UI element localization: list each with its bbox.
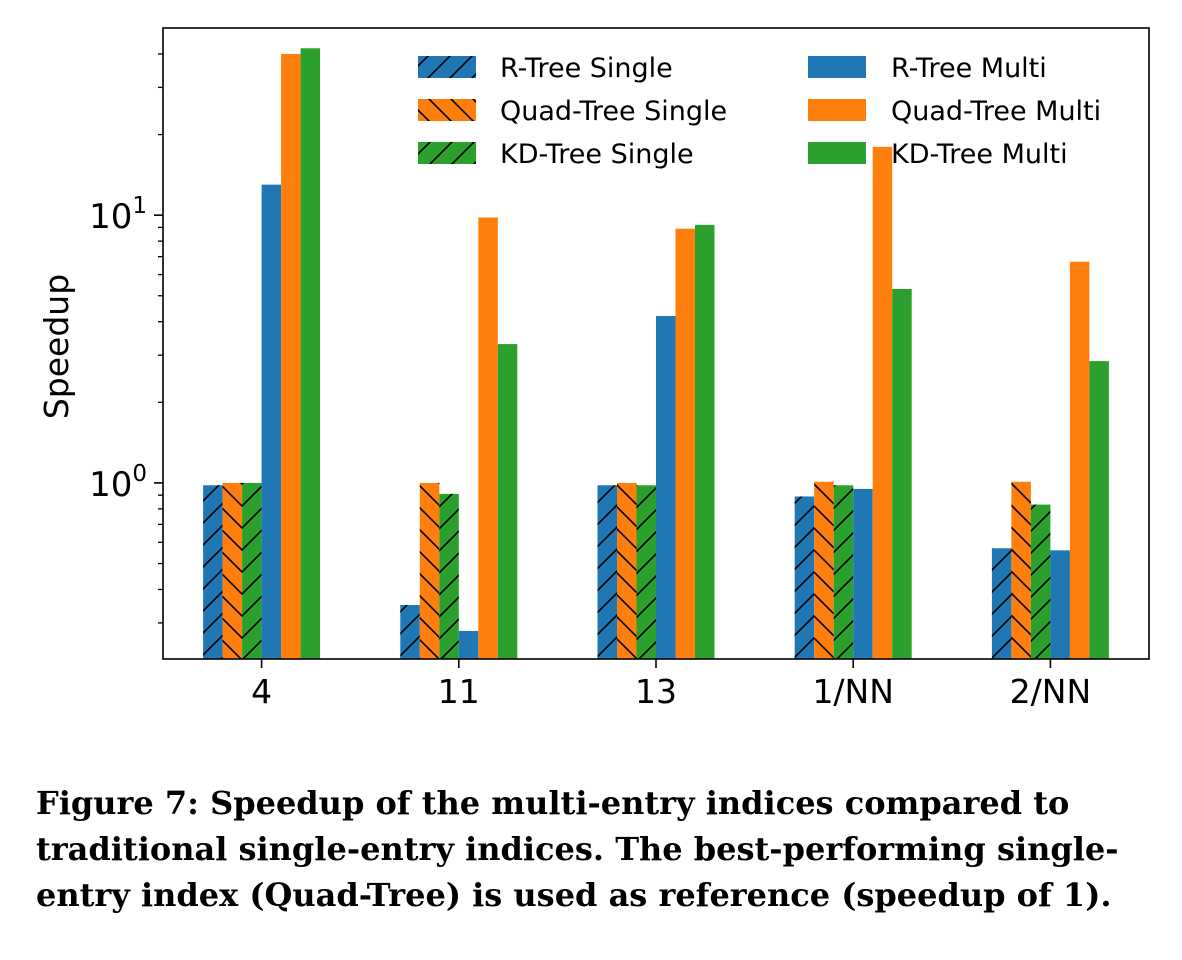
bar-kd-tree-multi-11 bbox=[497, 344, 518, 659]
bar-kd-tree-single-13 bbox=[636, 485, 656, 659]
x-tick-label-2-nn: 2/NN bbox=[1010, 672, 1092, 711]
speedup-bar-chart: 101 100 4 11 13 1/NN 2/NN Speedup R-Tree Single… bbox=[37, 27, 1150, 711]
bar-r-tree-multi-11 bbox=[458, 630, 479, 659]
bar-kd-tree-single-2-nn bbox=[1030, 504, 1051, 659]
x-tick-label-4: 4 bbox=[251, 672, 272, 711]
bar-r-tree-multi-4 bbox=[261, 184, 282, 659]
legend-label: Quad-Tree Multi bbox=[891, 96, 1101, 127]
bar-quad-tree-single-1-nn bbox=[814, 481, 834, 659]
bar-quad-tree-multi-1-nn bbox=[872, 146, 893, 659]
x-tick-label-13: 13 bbox=[635, 672, 677, 711]
chart-legend: R-Tree Single Quad-Tree Single KD-Tree Sin… bbox=[418, 53, 1101, 170]
legend-entry-kd-tree-single: KD-Tree Single bbox=[418, 139, 694, 170]
x-tick-label-11: 11 bbox=[438, 672, 480, 711]
bar-quad-tree-single-13 bbox=[617, 482, 637, 659]
bar-r-tree-single-2-nn bbox=[991, 548, 1012, 659]
legend-label: R-Tree Multi bbox=[891, 53, 1047, 84]
bar-quad-tree-multi-13 bbox=[675, 228, 695, 659]
bar-r-tree-single-13 bbox=[597, 485, 617, 659]
bar-kd-tree-multi-13 bbox=[695, 224, 715, 659]
legend-label: R-Tree Single bbox=[500, 53, 673, 84]
bar-quad-tree-single-2-nn bbox=[1011, 481, 1031, 659]
axes-layer: 101 100 4 11 13 1/NN 2/NN Speedup bbox=[37, 27, 1150, 711]
legend-entry-r-tree-single: R-Tree Single bbox=[418, 53, 673, 84]
bar-kd-tree-single-1-nn bbox=[833, 485, 854, 659]
y-tick-label: 101 bbox=[89, 193, 147, 237]
bars-layer bbox=[203, 48, 1109, 659]
bar-quad-tree-multi-11 bbox=[478, 217, 498, 659]
legend-entry-r-tree-multi: R-Tree Multi bbox=[808, 53, 1047, 84]
bar-r-tree-single-4 bbox=[203, 485, 223, 659]
bar-quad-tree-single-11 bbox=[419, 482, 440, 659]
y-axis-label: Speedup bbox=[37, 274, 76, 419]
bar-r-tree-multi-13 bbox=[656, 316, 676, 659]
legend-label: Quad-Tree Single bbox=[500, 96, 727, 127]
bar-quad-tree-single-4 bbox=[222, 482, 243, 659]
bar-kd-tree-single-11 bbox=[439, 493, 459, 659]
legend-label: KD-Tree Single bbox=[500, 139, 694, 170]
legend-label: KD-Tree Multi bbox=[891, 139, 1068, 170]
legend-entry-quad-tree-multi: Quad-Tree Multi bbox=[808, 96, 1101, 127]
bar-quad-tree-multi-2-nn bbox=[1069, 261, 1090, 659]
bar-r-tree-multi-1-nn bbox=[853, 488, 873, 659]
bar-quad-tree-multi-4 bbox=[281, 53, 301, 659]
legend-entry-quad-tree-single: Quad-Tree Single bbox=[418, 96, 727, 127]
bar-r-tree-single-11 bbox=[400, 605, 420, 659]
bar-r-tree-single-1-nn bbox=[794, 496, 815, 659]
bar-kd-tree-multi-4 bbox=[300, 48, 321, 659]
x-tick-label-1-nn: 1/NN bbox=[812, 672, 894, 711]
bar-r-tree-multi-2-nn bbox=[1050, 550, 1070, 659]
figure-caption: Figure 7: Speedup of the multi-entry ind… bbox=[36, 784, 1119, 914]
bar-kd-tree-multi-1-nn bbox=[892, 288, 912, 659]
legend-entry-kd-tree-multi: KD-Tree Multi bbox=[808, 139, 1068, 170]
bar-kd-tree-single-4 bbox=[242, 482, 262, 659]
bar-kd-tree-multi-2-nn bbox=[1089, 361, 1109, 659]
y-tick-label: 100 bbox=[89, 461, 147, 505]
